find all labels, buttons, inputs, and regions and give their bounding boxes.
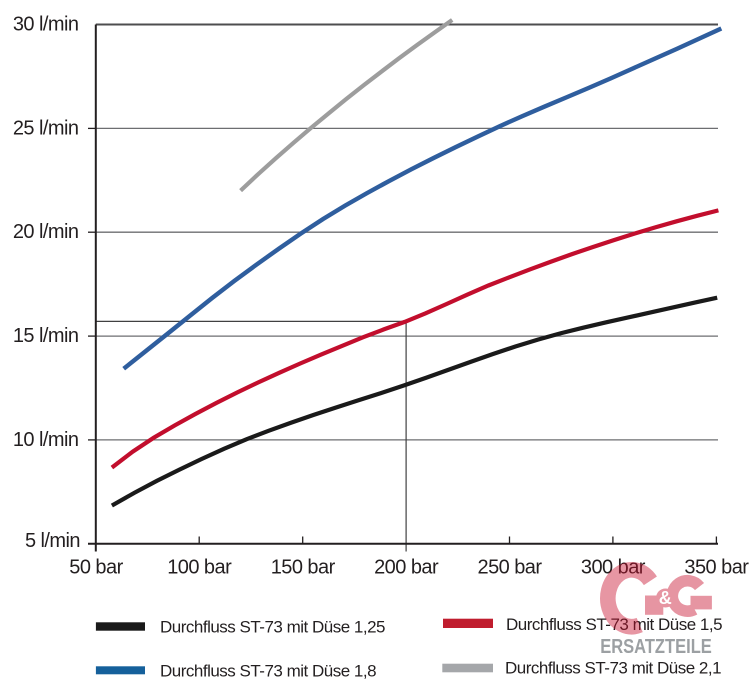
svg-text:200 bar: 200 bar bbox=[374, 556, 439, 578]
svg-text:100 bar: 100 bar bbox=[167, 556, 232, 578]
svg-text:5 l/min: 5 l/min bbox=[25, 530, 80, 552]
svg-text:300 bar: 300 bar bbox=[581, 556, 646, 578]
svg-text:&: & bbox=[659, 588, 672, 608]
svg-text:Durchfluss ST-73 mit Düse 2,1: Durchfluss ST-73 mit Düse 2,1 bbox=[505, 659, 721, 678]
svg-text:Durchfluss ST-73 mit Düse 1,5: Durchfluss ST-73 mit Düse 1,5 bbox=[506, 615, 722, 634]
svg-text:25 l/min: 25 l/min bbox=[13, 117, 79, 139]
svg-text:15 l/min: 15 l/min bbox=[13, 325, 79, 347]
svg-text:250 bar: 250 bar bbox=[478, 556, 543, 578]
svg-text:50 bar: 50 bar bbox=[69, 556, 123, 578]
svg-text:30 l/min: 30 l/min bbox=[13, 14, 79, 36]
svg-text:ERSATZTEILE: ERSATZTEILE bbox=[600, 636, 712, 658]
svg-text:Durchfluss ST-73 mit Düse 1,8: Durchfluss ST-73 mit Düse 1,8 bbox=[160, 662, 376, 681]
svg-text:20 l/min: 20 l/min bbox=[13, 221, 79, 243]
svg-text:350 bar: 350 bar bbox=[684, 556, 749, 578]
svg-text:10 l/min: 10 l/min bbox=[13, 429, 79, 451]
svg-text:Durchfluss ST-73 mit Düse 1,25: Durchfluss ST-73 mit Düse 1,25 bbox=[160, 618, 385, 637]
svg-text:150 bar: 150 bar bbox=[271, 556, 336, 578]
